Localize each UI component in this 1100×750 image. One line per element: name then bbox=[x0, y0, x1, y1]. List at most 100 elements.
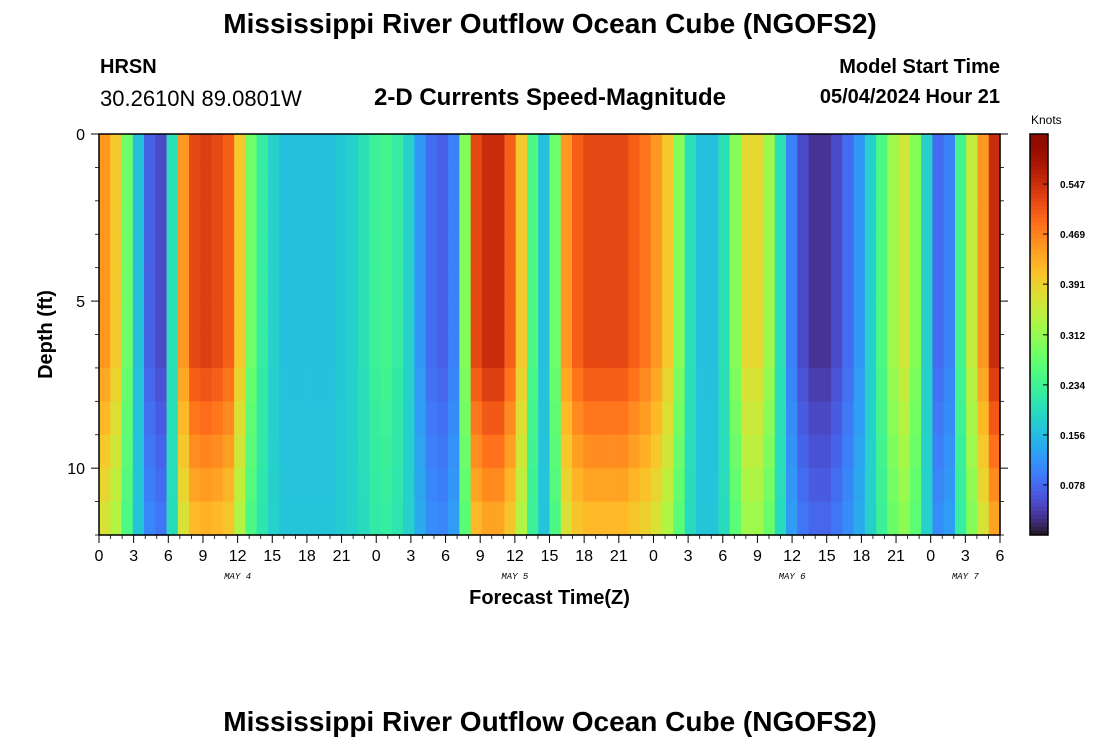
x-tick-label: 3 bbox=[684, 548, 693, 565]
heatmap-cell bbox=[572, 134, 584, 169]
heatmap-cell bbox=[932, 434, 945, 469]
heatmap-cell bbox=[155, 134, 168, 169]
heatmap-cell bbox=[189, 501, 201, 536]
heatmap-cell bbox=[132, 301, 145, 336]
heatmap-cell bbox=[831, 334, 843, 369]
heatmap-cell bbox=[380, 267, 393, 302]
heatmap-cell bbox=[324, 267, 337, 302]
heatmap-cell bbox=[988, 501, 1001, 536]
colorbar-segment bbox=[1030, 270, 1048, 275]
heatmap-cell bbox=[819, 267, 832, 302]
heatmap-cell bbox=[459, 334, 472, 369]
heatmap-cell bbox=[639, 167, 652, 202]
heatmap-cell bbox=[403, 134, 415, 169]
chart-title-repeat: Mississippi River Outflow Ocean Cube (NG… bbox=[223, 706, 877, 737]
heatmap-cell bbox=[279, 434, 292, 469]
heatmap-cell bbox=[132, 200, 145, 235]
heatmap-cell bbox=[403, 167, 415, 202]
colorbar-segment bbox=[1030, 234, 1048, 239]
heatmap-cell bbox=[526, 367, 539, 402]
heatmap-cell bbox=[425, 468, 438, 503]
heatmap-cell bbox=[819, 167, 832, 202]
heatmap-cell bbox=[572, 301, 584, 336]
heatmap-cell bbox=[256, 501, 269, 536]
heatmap-cell bbox=[222, 434, 235, 469]
heatmap-cell bbox=[459, 501, 472, 536]
x-tick-label: 3 bbox=[129, 548, 138, 565]
heatmap-cell bbox=[786, 367, 798, 402]
colorbar-segment bbox=[1030, 314, 1048, 319]
heatmap-cell bbox=[144, 267, 156, 302]
heatmap-cell bbox=[290, 134, 303, 169]
heatmap-cell bbox=[740, 401, 753, 436]
heatmap-cell bbox=[324, 334, 337, 369]
heatmap-cell bbox=[594, 401, 607, 436]
heatmap-cell bbox=[493, 267, 506, 302]
heatmap-cell bbox=[358, 367, 370, 402]
heatmap-cell bbox=[572, 167, 584, 202]
day-label: MAY 5 bbox=[501, 572, 529, 582]
colorbar-segment bbox=[1030, 266, 1048, 271]
heatmap-cell bbox=[583, 401, 596, 436]
heatmap-cell bbox=[639, 134, 652, 169]
heatmap-cell bbox=[346, 200, 359, 235]
heatmap-cell bbox=[752, 200, 765, 235]
heatmap-cell bbox=[831, 401, 843, 436]
heatmap-cell bbox=[966, 301, 979, 336]
heatmap-cell bbox=[898, 200, 911, 235]
colorbar-segment bbox=[1030, 498, 1048, 504]
heatmap-cell bbox=[977, 401, 990, 436]
x-tick-label: 9 bbox=[753, 548, 762, 565]
heatmap-cell bbox=[560, 200, 573, 235]
heatmap-cell bbox=[346, 134, 359, 169]
heatmap-cell bbox=[132, 434, 145, 469]
heatmap-cell bbox=[403, 301, 415, 336]
heatmap-cell bbox=[301, 501, 314, 536]
heatmap-cell bbox=[279, 200, 292, 235]
heatmap-cell bbox=[504, 434, 517, 469]
colorbar-segment bbox=[1030, 306, 1048, 311]
heatmap-cell bbox=[650, 468, 663, 503]
heatmap-cell bbox=[279, 401, 292, 436]
heatmap-cell bbox=[166, 401, 179, 436]
heatmap-cell bbox=[673, 434, 686, 469]
heatmap-cell bbox=[842, 134, 855, 169]
heatmap-cell bbox=[921, 367, 934, 402]
heatmap-cell bbox=[673, 267, 686, 302]
heatmap-cell bbox=[279, 468, 292, 503]
heatmap-cell bbox=[538, 301, 551, 336]
heatmap-cell bbox=[166, 367, 179, 402]
heatmap-cell bbox=[560, 301, 573, 336]
heatmap-cell bbox=[346, 401, 359, 436]
heatmap-cell bbox=[234, 334, 247, 369]
heatmap-cell bbox=[177, 301, 190, 336]
heatmap-cell bbox=[504, 267, 517, 302]
heatmap-cell bbox=[189, 134, 201, 169]
heatmap-cell bbox=[166, 234, 179, 269]
colorbar-segment bbox=[1030, 154, 1048, 159]
heatmap-cell bbox=[842, 401, 855, 436]
heatmap-cell bbox=[267, 267, 280, 302]
heatmap-cell bbox=[504, 234, 517, 269]
heatmap-cell bbox=[819, 234, 832, 269]
heatmap-cell bbox=[448, 301, 460, 336]
heatmap-cell bbox=[211, 267, 224, 302]
heatmap-cell bbox=[954, 234, 967, 269]
heatmap-cell bbox=[245, 200, 258, 235]
heatmap-cell bbox=[526, 234, 539, 269]
heatmap-cell bbox=[954, 334, 967, 369]
heatmap-cell bbox=[617, 200, 629, 235]
heatmap-cell bbox=[628, 134, 641, 169]
heatmap-cell bbox=[988, 468, 1001, 503]
heatmap-cell bbox=[380, 434, 393, 469]
heatmap-cell bbox=[808, 334, 821, 369]
heatmap-cell bbox=[481, 334, 494, 369]
heatmap-cell bbox=[909, 334, 922, 369]
heatmap-cell bbox=[335, 434, 348, 469]
heatmap-cell bbox=[290, 401, 303, 436]
heatmap-cell bbox=[594, 434, 607, 469]
heatmap-cell bbox=[504, 501, 517, 536]
heatmap-cell bbox=[245, 267, 258, 302]
heatmap-cell bbox=[549, 167, 562, 202]
heatmap-cell bbox=[380, 134, 393, 169]
